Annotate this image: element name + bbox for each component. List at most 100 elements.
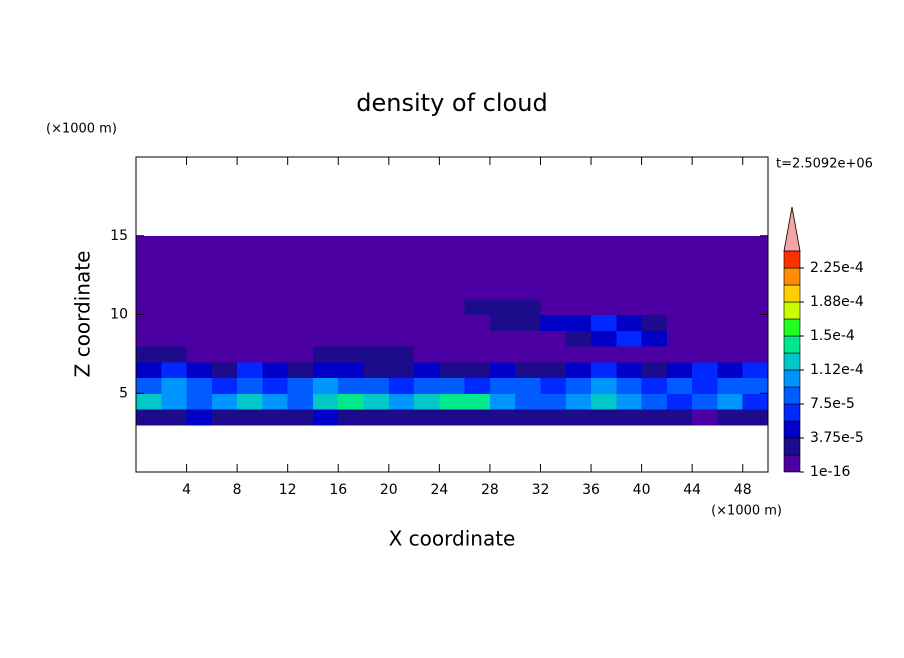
field-cell	[464, 235, 491, 253]
field-cell	[388, 330, 415, 347]
colorbar-tick-label: 1.88e-4	[810, 294, 864, 310]
field-cell	[717, 393, 744, 410]
field-cell	[136, 298, 162, 316]
field-cell	[414, 361, 440, 379]
field-cell	[161, 346, 188, 363]
field-cell	[262, 314, 289, 331]
field-cell	[262, 330, 289, 347]
field-cell	[237, 267, 263, 284]
field-cell	[666, 346, 693, 363]
field-cell	[388, 393, 415, 410]
field-cell	[287, 409, 314, 426]
field-cell	[186, 330, 213, 347]
field-cell	[439, 235, 466, 253]
field-cell	[262, 361, 289, 379]
field-cell	[363, 298, 390, 316]
field-cell	[414, 314, 440, 331]
field-cell	[464, 267, 491, 284]
field-cell	[262, 409, 289, 426]
field-cell	[742, 283, 769, 300]
field-cell	[616, 409, 643, 426]
field-cell	[363, 267, 390, 284]
field-cell	[363, 409, 390, 426]
colorbar: 1e-16 3.75e-5 7.5e-5 1.12e-4 1.5e-4 1.88e-4 2.…	[783, 206, 864, 480]
field-cell	[565, 409, 592, 426]
x-unit: (×1000 m)	[711, 504, 782, 519]
field-cell	[338, 314, 365, 331]
field-cell	[666, 298, 693, 316]
colorbar-bin	[783, 335, 801, 354]
field-cell	[540, 314, 567, 331]
x-tick-label: 4	[182, 482, 191, 498]
field-cell	[692, 393, 719, 410]
field-cell	[439, 283, 466, 300]
field-cell	[161, 235, 188, 253]
field-cell	[186, 298, 213, 316]
field-cell	[717, 235, 744, 253]
field-cell	[439, 298, 466, 316]
field-cell	[489, 346, 516, 363]
field-cell	[287, 346, 314, 363]
field-cell	[363, 330, 390, 347]
field-cell	[237, 361, 263, 379]
field-cell	[388, 235, 415, 253]
field-cell	[312, 298, 339, 316]
field-cell	[591, 346, 617, 363]
field-cell	[666, 377, 693, 394]
field-cell	[136, 393, 162, 410]
field-cell	[641, 251, 668, 268]
field-cell	[338, 393, 365, 410]
field-cell	[641, 346, 668, 363]
y-tick-label: 5	[119, 385, 128, 401]
field-cell	[237, 298, 263, 316]
field-cell	[540, 235, 567, 253]
field-cell	[186, 235, 213, 253]
field-cell	[262, 346, 289, 363]
field-cell	[489, 251, 516, 268]
field-cell	[565, 235, 592, 253]
field-cell	[237, 235, 263, 253]
field-cell	[414, 409, 440, 426]
field-cell	[161, 251, 188, 268]
field-cell	[388, 409, 415, 426]
field-cell	[287, 267, 314, 284]
field-cell	[692, 346, 719, 363]
field-cell	[237, 283, 263, 300]
field-cell	[717, 330, 744, 347]
field-cell	[591, 251, 617, 268]
field-cell	[338, 330, 365, 347]
field-cell	[742, 330, 769, 347]
field-cell	[666, 235, 693, 253]
field-cell	[742, 314, 769, 331]
field-cell	[489, 267, 516, 284]
field-cell	[161, 393, 188, 410]
field-cell	[742, 377, 769, 394]
field-cell	[692, 361, 719, 379]
colorbar-bin	[783, 318, 801, 337]
field-cell	[237, 330, 263, 347]
x-tick-label: 36	[582, 482, 600, 498]
field-cell	[161, 298, 188, 316]
field-cell	[641, 393, 668, 410]
field-cell	[540, 330, 567, 347]
field-cell	[439, 361, 466, 379]
field-cell	[489, 283, 516, 300]
field-cell	[489, 361, 516, 379]
colorbar-bin	[783, 267, 801, 286]
field-cell	[439, 330, 466, 347]
field-cell	[540, 298, 567, 316]
field-cell	[515, 283, 542, 300]
field-cell	[565, 314, 592, 331]
field-cell	[616, 267, 643, 284]
colorbar-bin	[783, 301, 801, 320]
field-cell	[742, 361, 769, 379]
field-cell	[414, 251, 440, 268]
field-cell	[666, 409, 693, 426]
field-cell	[338, 346, 365, 363]
field-cell	[211, 346, 238, 363]
field-cell	[186, 409, 213, 426]
field-cell	[666, 267, 693, 284]
field-cell	[540, 346, 567, 363]
field-cell	[692, 377, 719, 394]
field-cell	[414, 393, 440, 410]
